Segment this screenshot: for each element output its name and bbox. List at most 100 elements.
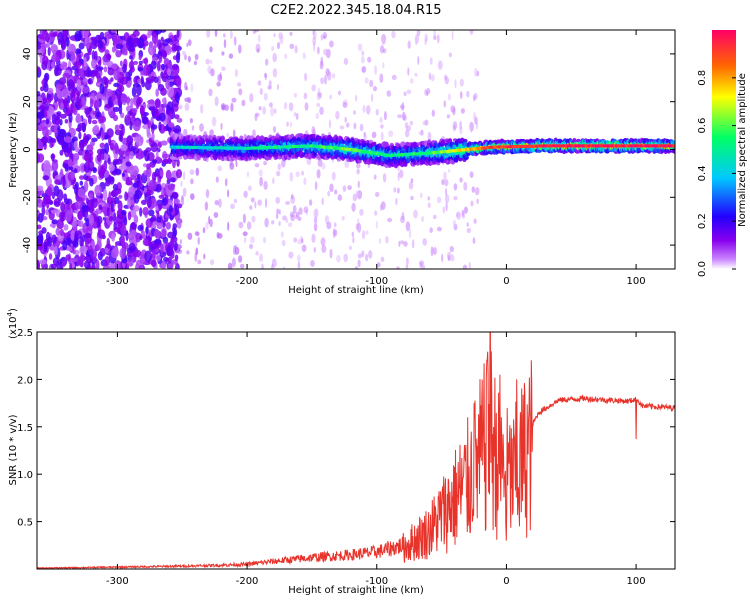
heatmap-cell (146, 163, 151, 170)
heatmap-cell (61, 88, 69, 98)
heatmap-cell (409, 78, 414, 84)
heatmap-cell (403, 91, 407, 97)
heatmap-cell (109, 111, 116, 116)
heatmap-cell (451, 30, 454, 41)
heatmap-cell (271, 220, 275, 225)
heatmap-cell (190, 83, 194, 92)
heatmap-cell (361, 50, 365, 56)
heatmap-cell (52, 257, 61, 266)
heatmap-cell (134, 249, 142, 258)
heatmap-cell (67, 95, 71, 104)
heatmap-cell (89, 177, 94, 187)
heatmap-cell (173, 198, 181, 204)
heatmap-cell (130, 43, 135, 52)
heatmap-cell (357, 222, 362, 233)
heatmap-cell (466, 222, 469, 227)
heatmap-cell (273, 33, 276, 38)
heatmap-cell (432, 247, 437, 255)
heatmap-cell (137, 224, 144, 231)
heatmap-cell (210, 68, 215, 77)
heatmap-cell (187, 232, 193, 240)
heatmap-cell (140, 76, 144, 85)
heatmap-cell (167, 68, 172, 76)
heatmap-cell (114, 260, 122, 269)
heatmap-cell (162, 39, 169, 47)
heatmap-cell (422, 264, 425, 269)
heatmap-cell (100, 165, 106, 176)
heatmap-cell (51, 160, 59, 172)
heatmap-cell (158, 112, 166, 122)
heatmap-cell (334, 222, 337, 228)
heatmap-cell (51, 219, 58, 225)
heatmap-cell (115, 38, 124, 45)
heatmap-cell (154, 229, 161, 239)
heatmap-cell (90, 248, 97, 260)
heatmap-cell (45, 97, 52, 104)
heatmap-cell (114, 158, 123, 165)
heatmap-cell (187, 55, 191, 63)
heatmap-cell (156, 60, 161, 72)
heatmap-cell (399, 240, 405, 245)
heatmap-cell (361, 230, 366, 240)
heatmap-cell (54, 67, 62, 76)
heatmap-cell (357, 253, 362, 259)
heatmap-cell (671, 140, 675, 144)
heatmap-cell (405, 221, 411, 232)
heatmap-cell (297, 261, 301, 269)
heatmap-cell (227, 221, 230, 231)
heatmap-cell (264, 217, 269, 228)
heatmap-cell (210, 259, 215, 266)
heatmap-cell (151, 106, 156, 118)
heatmap-cell (80, 37, 86, 42)
heatmap-cell (51, 61, 55, 69)
heatmap-cell (151, 259, 157, 268)
heatmap-cell (139, 105, 145, 116)
heatmap-cell (89, 70, 97, 75)
heatmap-cell (443, 171, 447, 181)
heatmap-cell (351, 231, 354, 238)
heatmap-cell (184, 103, 190, 111)
heatmap-cell (271, 263, 274, 269)
heatmap-cell (430, 74, 435, 82)
heatmap-cell (155, 98, 161, 109)
heatmap-cell (310, 260, 315, 267)
heatmap-cell (73, 140, 78, 149)
heatmap-cell (399, 169, 404, 179)
heatmap-cell (357, 259, 361, 268)
heatmap-cell (406, 257, 409, 266)
heatmap-cell (167, 183, 175, 191)
heatmap-cell (77, 210, 83, 221)
heatmap-cell (50, 263, 57, 269)
heatmap-cell (121, 258, 128, 264)
heatmap-cell (472, 237, 476, 245)
heatmap-cell (378, 238, 382, 244)
heatmap-cell (189, 169, 195, 175)
heatmap-cell (243, 236, 247, 244)
heatmap-cell (69, 262, 73, 269)
heatmap-cell (444, 194, 450, 204)
heatmap-cell (44, 74, 49, 85)
heatmap-cell (416, 30, 421, 37)
heatmap-cell (234, 246, 240, 255)
heatmap-cell (288, 251, 294, 259)
heatmap-cell (196, 154, 201, 161)
heatmap-cell (88, 78, 92, 85)
heatmap-cell (276, 208, 280, 215)
heatmap-cell (380, 131, 384, 141)
heatmap-cell (124, 216, 128, 226)
heatmap-cell (187, 96, 191, 104)
heatmap-cell (80, 253, 84, 264)
heatmap-cell (130, 97, 134, 110)
heatmap-cell (286, 121, 289, 127)
heatmap-cell (449, 245, 454, 253)
heatmap-cell (143, 187, 148, 193)
heatmap-cell (109, 262, 115, 269)
heatmap-cell (441, 253, 444, 263)
heatmap-cell (51, 191, 56, 200)
heatmap-cell (74, 30, 82, 42)
heatmap-cell (37, 138, 42, 150)
heatmap-cell (186, 250, 190, 255)
heatmap-cell (320, 77, 324, 85)
heatmap-cell (319, 106, 324, 115)
heatmap-cell (96, 72, 101, 83)
